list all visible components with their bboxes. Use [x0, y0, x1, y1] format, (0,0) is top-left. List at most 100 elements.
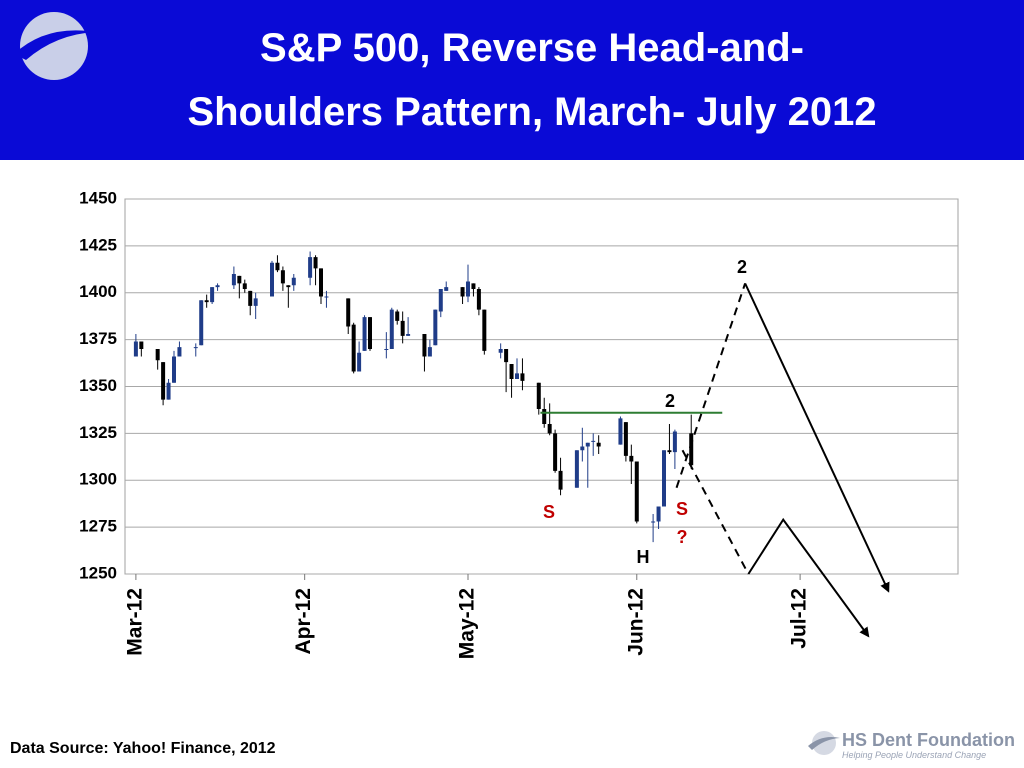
candle-body: [384, 349, 389, 350]
logo-name: HS Dent Foundation: [842, 730, 1015, 750]
candle-body: [368, 317, 372, 349]
candle-body: [662, 450, 666, 507]
candle-body: [656, 506, 661, 522]
candle-body: [672, 431, 677, 453]
candle-body: [308, 257, 313, 278]
x-tick-label: Jun-12: [624, 588, 647, 656]
candle-body: [580, 446, 585, 451]
candle-body: [553, 433, 558, 471]
pattern-label: 2: [737, 257, 747, 277]
projection-line: [681, 449, 750, 575]
candle-body: [286, 285, 291, 288]
candle-body: [667, 450, 672, 453]
candle-body: [199, 300, 204, 346]
pattern-label: S: [543, 502, 555, 522]
candle-body: [689, 433, 694, 466]
x-tick-label: Apr-12: [292, 588, 315, 655]
candle-body: [204, 300, 209, 303]
candle-body: [133, 341, 138, 357]
data-source: Data Source: Yahoo! Finance, 2012: [10, 740, 276, 757]
projection-line: [744, 282, 890, 593]
candle-body: [466, 281, 470, 297]
projection-line: [747, 517, 870, 638]
candle-body: [623, 422, 628, 456]
candle-body: [319, 268, 323, 297]
candle-body: [161, 362, 166, 400]
candle-body: [629, 455, 634, 462]
candle-body: [139, 341, 144, 349]
pattern-label: H: [637, 547, 650, 567]
candle-body: [275, 262, 280, 271]
candle-body: [253, 298, 258, 306]
logo-swoosh: [14, 30, 96, 60]
candle-body: [210, 287, 215, 303]
candle-body: [536, 382, 541, 409]
candle-body: [280, 270, 285, 284]
candle-body: [651, 521, 656, 523]
candle-body: [215, 285, 220, 288]
candle-body: [237, 275, 242, 284]
candle-body: [346, 298, 351, 327]
candle-body: [155, 349, 160, 361]
x-tick-label: May-12: [456, 588, 479, 659]
candle-body: [166, 382, 171, 400]
candle-body: [515, 373, 519, 379]
y-tick-label: 1275: [79, 517, 117, 536]
title-line: S&P 500, Reverse Head-and-: [260, 26, 804, 70]
logo: [14, 12, 96, 80]
candle-body: [596, 442, 601, 447]
candle-body: [324, 296, 329, 298]
y-tick-label: 1450: [79, 188, 117, 207]
candle-body: [172, 356, 176, 383]
candle-body: [242, 283, 247, 289]
candle-body: [193, 347, 198, 349]
logo-tagline: Helping People Understand Change: [842, 750, 987, 760]
title-line: Shoulders Pattern, March- July 2012: [187, 90, 877, 134]
candle-body: [362, 317, 367, 351]
candle-body: [634, 461, 639, 522]
candle-body: [444, 287, 449, 291]
candle-body: [542, 409, 547, 424]
candle-body: [357, 352, 362, 372]
candle-body: [509, 364, 514, 379]
y-tick-label: 1250: [79, 563, 117, 582]
candle-body: [291, 277, 296, 286]
candle-body: [313, 257, 318, 269]
candle-body: [482, 309, 487, 351]
pattern-label: 2: [665, 391, 675, 411]
y-tick-label: 1400: [79, 282, 117, 301]
pattern-label: ?: [677, 527, 688, 547]
y-tick-label: 1375: [79, 329, 117, 348]
header: S&P 500, Reverse Head-and- Shoulders Pat…: [0, 0, 1024, 160]
candle-body: [547, 424, 552, 434]
candle-body: [231, 274, 236, 286]
candle-body: [400, 320, 405, 336]
candle-body: [558, 470, 563, 490]
candle-body: [585, 442, 590, 447]
x-tick-label: Mar-12: [123, 588, 146, 656]
candle-body: [177, 347, 182, 357]
candle-body: [591, 440, 596, 442]
candle-body: [406, 334, 411, 336]
candle-body: [395, 311, 400, 321]
candle-body: [520, 373, 525, 381]
y-tick-label: 1425: [79, 235, 117, 254]
candle-body: [248, 290, 253, 306]
candle-body: [422, 334, 427, 357]
candle-body: [351, 324, 356, 372]
candle-body: [504, 349, 509, 363]
candle-body: [270, 262, 274, 297]
candle-body: [438, 289, 443, 312]
y-tick-label: 1300: [79, 470, 117, 489]
candle-body: [574, 450, 579, 488]
pattern-label: S: [676, 499, 688, 519]
candle-body: [618, 418, 623, 445]
y-tick-label: 1350: [79, 376, 117, 395]
projection-line: [675, 283, 747, 489]
candle-body: [476, 289, 481, 310]
candle-body: [389, 309, 394, 349]
candle-body: [460, 287, 465, 297]
candle-body: [427, 347, 432, 357]
